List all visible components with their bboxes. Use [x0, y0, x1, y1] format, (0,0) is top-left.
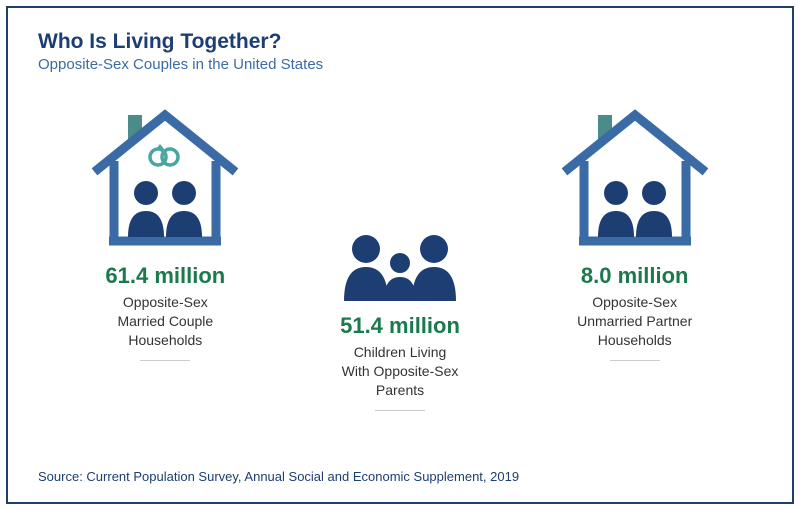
content-row: 61.4 million Opposite-SexMarried CoupleH…	[38, 103, 762, 411]
infographic-title: Who Is Living Together?	[38, 30, 762, 54]
label-unmarried: Opposite-SexUnmarried PartnerHouseholds	[550, 293, 720, 350]
family-icon	[283, 223, 518, 303]
house-married-icon	[48, 103, 283, 253]
divider	[375, 410, 425, 411]
panel-children: 51.4 million Children LivingWith Opposit…	[283, 223, 518, 411]
source-citation: Source: Current Population Survey, Annua…	[38, 469, 519, 484]
infographic-frame: Who Is Living Together? Opposite-Sex Cou…	[6, 6, 794, 504]
house-unmarried-icon	[517, 103, 752, 253]
label-married: Opposite-SexMarried CoupleHouseholds	[80, 293, 250, 350]
stat-unmarried: 8.0 million	[517, 263, 752, 289]
label-children: Children LivingWith Opposite-SexParents	[315, 343, 485, 400]
panel-married: 61.4 million Opposite-SexMarried CoupleH…	[48, 103, 283, 361]
panel-unmarried: 8.0 million Opposite-SexUnmarried Partne…	[517, 103, 752, 361]
divider	[610, 360, 660, 361]
stat-married: 61.4 million	[48, 263, 283, 289]
divider	[140, 360, 190, 361]
stat-children: 51.4 million	[283, 313, 518, 339]
infographic-subtitle: Opposite-Sex Couples in the United State…	[38, 56, 762, 73]
